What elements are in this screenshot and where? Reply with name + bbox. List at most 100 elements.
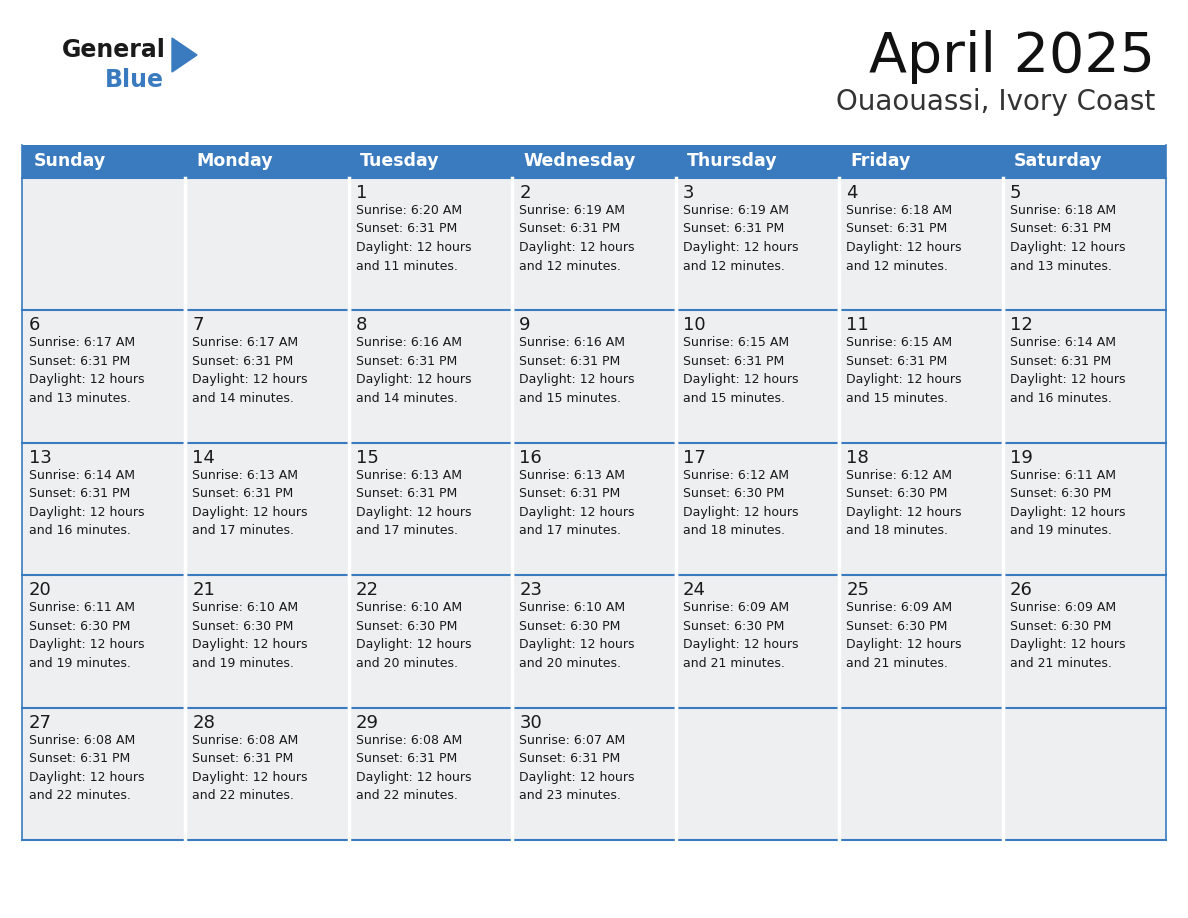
Text: 22: 22: [356, 581, 379, 599]
Bar: [349, 145, 512, 178]
Text: 28: 28: [192, 713, 215, 732]
Bar: [676, 178, 839, 310]
Text: Sunrise: 6:15 AM
Sunset: 6:31 PM
Daylight: 12 hours
and 15 minutes.: Sunrise: 6:15 AM Sunset: 6:31 PM Dayligh…: [846, 336, 961, 405]
Bar: [349, 576, 512, 708]
Text: Sunrise: 6:15 AM
Sunset: 6:31 PM
Daylight: 12 hours
and 15 minutes.: Sunrise: 6:15 AM Sunset: 6:31 PM Dayligh…: [683, 336, 798, 405]
Bar: [676, 576, 839, 708]
Text: 10: 10: [683, 317, 706, 334]
Text: 14: 14: [192, 449, 215, 466]
Bar: [23, 576, 185, 708]
Bar: [185, 145, 349, 178]
Bar: [185, 442, 349, 576]
Bar: [349, 310, 512, 442]
Bar: [1003, 310, 1165, 442]
Bar: [676, 442, 839, 576]
Text: Sunrise: 6:11 AM
Sunset: 6:30 PM
Daylight: 12 hours
and 19 minutes.: Sunrise: 6:11 AM Sunset: 6:30 PM Dayligh…: [1010, 469, 1125, 537]
Text: Friday: Friday: [851, 152, 911, 171]
Text: 20: 20: [29, 581, 52, 599]
Text: Sunrise: 6:13 AM
Sunset: 6:31 PM
Daylight: 12 hours
and 17 minutes.: Sunrise: 6:13 AM Sunset: 6:31 PM Dayligh…: [192, 469, 308, 537]
Text: 12: 12: [1010, 317, 1032, 334]
Bar: [1003, 576, 1165, 708]
Text: 19: 19: [1010, 449, 1032, 466]
Bar: [23, 310, 185, 442]
Text: 17: 17: [683, 449, 706, 466]
Bar: [512, 310, 676, 442]
Bar: [185, 576, 349, 708]
Text: Sunrise: 6:18 AM
Sunset: 6:31 PM
Daylight: 12 hours
and 12 minutes.: Sunrise: 6:18 AM Sunset: 6:31 PM Dayligh…: [846, 204, 961, 273]
Bar: [1003, 708, 1165, 840]
Text: 30: 30: [519, 713, 542, 732]
Bar: [23, 442, 185, 576]
Text: Wednesday: Wednesday: [524, 152, 636, 171]
Text: Sunrise: 6:14 AM
Sunset: 6:31 PM
Daylight: 12 hours
and 16 minutes.: Sunrise: 6:14 AM Sunset: 6:31 PM Dayligh…: [29, 469, 145, 537]
Text: 3: 3: [683, 184, 694, 202]
Text: Sunrise: 6:08 AM
Sunset: 6:31 PM
Daylight: 12 hours
and 22 minutes.: Sunrise: 6:08 AM Sunset: 6:31 PM Dayligh…: [192, 733, 308, 802]
Text: Sunrise: 6:19 AM
Sunset: 6:31 PM
Daylight: 12 hours
and 12 minutes.: Sunrise: 6:19 AM Sunset: 6:31 PM Dayligh…: [519, 204, 634, 273]
Bar: [512, 576, 676, 708]
Text: 8: 8: [356, 317, 367, 334]
Text: Sunrise: 6:09 AM
Sunset: 6:30 PM
Daylight: 12 hours
and 21 minutes.: Sunrise: 6:09 AM Sunset: 6:30 PM Dayligh…: [683, 601, 798, 670]
Text: Sunrise: 6:11 AM
Sunset: 6:30 PM
Daylight: 12 hours
and 19 minutes.: Sunrise: 6:11 AM Sunset: 6:30 PM Dayligh…: [29, 601, 145, 670]
Text: 2: 2: [519, 184, 531, 202]
Bar: [839, 178, 1003, 310]
Text: General: General: [62, 38, 166, 62]
Bar: [23, 708, 185, 840]
Text: 6: 6: [29, 317, 40, 334]
Text: Sunrise: 6:20 AM
Sunset: 6:31 PM
Daylight: 12 hours
and 11 minutes.: Sunrise: 6:20 AM Sunset: 6:31 PM Dayligh…: [356, 204, 472, 273]
Text: 4: 4: [846, 184, 858, 202]
Text: 5: 5: [1010, 184, 1020, 202]
Bar: [512, 442, 676, 576]
Text: Sunrise: 6:09 AM
Sunset: 6:30 PM
Daylight: 12 hours
and 21 minutes.: Sunrise: 6:09 AM Sunset: 6:30 PM Dayligh…: [846, 601, 961, 670]
Text: April 2025: April 2025: [868, 30, 1155, 84]
Text: Thursday: Thursday: [687, 152, 778, 171]
Text: 1: 1: [356, 184, 367, 202]
Bar: [512, 145, 676, 178]
Text: Ouaouassi, Ivory Coast: Ouaouassi, Ivory Coast: [835, 88, 1155, 116]
Text: 11: 11: [846, 317, 868, 334]
Text: Sunrise: 6:12 AM
Sunset: 6:30 PM
Daylight: 12 hours
and 18 minutes.: Sunrise: 6:12 AM Sunset: 6:30 PM Dayligh…: [683, 469, 798, 537]
Bar: [676, 708, 839, 840]
Bar: [185, 708, 349, 840]
Text: Sunrise: 6:10 AM
Sunset: 6:30 PM
Daylight: 12 hours
and 20 minutes.: Sunrise: 6:10 AM Sunset: 6:30 PM Dayligh…: [519, 601, 634, 670]
Text: 27: 27: [29, 713, 52, 732]
Text: 15: 15: [356, 449, 379, 466]
Text: 24: 24: [683, 581, 706, 599]
Text: Sunrise: 6:08 AM
Sunset: 6:31 PM
Daylight: 12 hours
and 22 minutes.: Sunrise: 6:08 AM Sunset: 6:31 PM Dayligh…: [29, 733, 145, 802]
Bar: [1003, 145, 1165, 178]
Text: Sunrise: 6:08 AM
Sunset: 6:31 PM
Daylight: 12 hours
and 22 minutes.: Sunrise: 6:08 AM Sunset: 6:31 PM Dayligh…: [356, 733, 472, 802]
Text: Sunrise: 6:18 AM
Sunset: 6:31 PM
Daylight: 12 hours
and 13 minutes.: Sunrise: 6:18 AM Sunset: 6:31 PM Dayligh…: [1010, 204, 1125, 273]
Text: 21: 21: [192, 581, 215, 599]
Text: Sunrise: 6:16 AM
Sunset: 6:31 PM
Daylight: 12 hours
and 15 minutes.: Sunrise: 6:16 AM Sunset: 6:31 PM Dayligh…: [519, 336, 634, 405]
Text: Saturday: Saturday: [1015, 152, 1102, 171]
Text: 23: 23: [519, 581, 542, 599]
Bar: [349, 708, 512, 840]
Text: Sunrise: 6:13 AM
Sunset: 6:31 PM
Daylight: 12 hours
and 17 minutes.: Sunrise: 6:13 AM Sunset: 6:31 PM Dayligh…: [356, 469, 472, 537]
Text: Sunday: Sunday: [33, 152, 106, 171]
Bar: [23, 145, 185, 178]
Text: Sunrise: 6:09 AM
Sunset: 6:30 PM
Daylight: 12 hours
and 21 minutes.: Sunrise: 6:09 AM Sunset: 6:30 PM Dayligh…: [1010, 601, 1125, 670]
Text: 18: 18: [846, 449, 868, 466]
Text: Sunrise: 6:16 AM
Sunset: 6:31 PM
Daylight: 12 hours
and 14 minutes.: Sunrise: 6:16 AM Sunset: 6:31 PM Dayligh…: [356, 336, 472, 405]
Text: 16: 16: [519, 449, 542, 466]
Text: Tuesday: Tuesday: [360, 152, 440, 171]
Bar: [839, 708, 1003, 840]
Text: Sunrise: 6:19 AM
Sunset: 6:31 PM
Daylight: 12 hours
and 12 minutes.: Sunrise: 6:19 AM Sunset: 6:31 PM Dayligh…: [683, 204, 798, 273]
Text: 29: 29: [356, 713, 379, 732]
Text: Blue: Blue: [105, 68, 164, 92]
Bar: [676, 145, 839, 178]
Bar: [185, 178, 349, 310]
Text: Monday: Monday: [197, 152, 273, 171]
Text: Sunrise: 6:17 AM
Sunset: 6:31 PM
Daylight: 12 hours
and 14 minutes.: Sunrise: 6:17 AM Sunset: 6:31 PM Dayligh…: [192, 336, 308, 405]
Text: Sunrise: 6:13 AM
Sunset: 6:31 PM
Daylight: 12 hours
and 17 minutes.: Sunrise: 6:13 AM Sunset: 6:31 PM Dayligh…: [519, 469, 634, 537]
Bar: [839, 145, 1003, 178]
Text: Sunrise: 6:10 AM
Sunset: 6:30 PM
Daylight: 12 hours
and 20 minutes.: Sunrise: 6:10 AM Sunset: 6:30 PM Dayligh…: [356, 601, 472, 670]
Text: 25: 25: [846, 581, 870, 599]
Bar: [839, 576, 1003, 708]
Text: 26: 26: [1010, 581, 1032, 599]
Bar: [1003, 442, 1165, 576]
Bar: [185, 310, 349, 442]
Text: Sunrise: 6:07 AM
Sunset: 6:31 PM
Daylight: 12 hours
and 23 minutes.: Sunrise: 6:07 AM Sunset: 6:31 PM Dayligh…: [519, 733, 634, 802]
Bar: [512, 708, 676, 840]
Text: 9: 9: [519, 317, 531, 334]
Polygon shape: [172, 38, 197, 72]
